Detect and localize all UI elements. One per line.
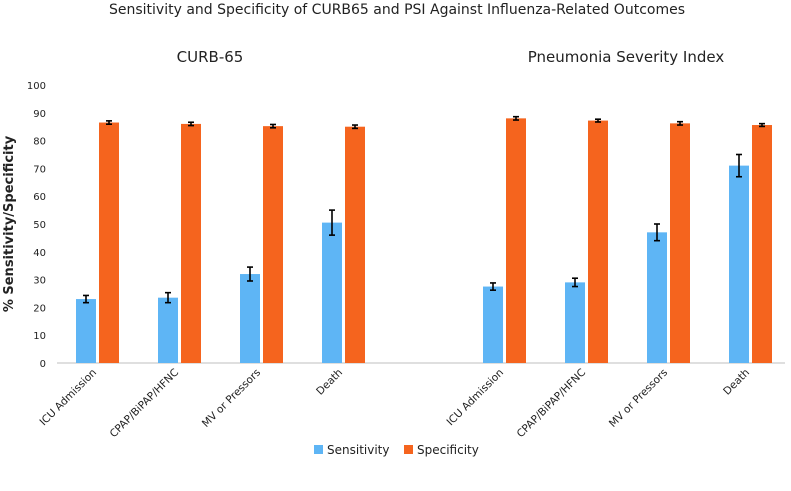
bar-sensitivity (483, 286, 503, 363)
group-title-psi: Pneumonia Severity Index (528, 48, 725, 66)
bar-specificity (181, 123, 201, 363)
x-tick-label: ICU Admission (37, 367, 99, 429)
y-tick-label: 10 (33, 331, 46, 342)
y-tick-label: 100 (27, 81, 46, 92)
bar-specificity (263, 126, 283, 363)
y-tick-label: 70 (33, 164, 46, 175)
bar-sensitivity (158, 297, 178, 363)
bar-specificity (99, 122, 119, 363)
legend: Sensitivity Specificity (314, 443, 479, 457)
x-tick-label: ICU Admission (444, 367, 506, 429)
x-tick-label: Death (314, 367, 345, 398)
x-tick-label: MV or Pressors (607, 367, 670, 430)
bar-sensitivity (240, 274, 260, 363)
y-tick-label: 90 (33, 109, 46, 120)
x-tick-label: CPAP/BiPAP/HFNC (108, 367, 182, 441)
bar-sensitivity (565, 282, 585, 363)
x-tick-labels: ICU Admission CPAP/BiPAP/HFNC MV or Presso… (37, 367, 752, 441)
bars-group (76, 115, 772, 363)
x-tick-label: CPAP/BiPAP/HFNC (515, 367, 589, 441)
group-title-curb65: CURB-65 (177, 48, 244, 66)
legend-swatch-sensitivity (314, 445, 323, 454)
y-axis-label: % Sensitivity/Specificity (2, 135, 17, 312)
bar-specificity (588, 120, 608, 363)
y-tick-label: 60 (33, 192, 46, 203)
bar-sensitivity (76, 299, 96, 363)
bar-sensitivity (729, 165, 749, 363)
y-tick-label: 30 (33, 276, 46, 287)
bar-specificity (752, 125, 772, 363)
y-tick-label: 20 (33, 303, 46, 314)
x-tick-label: Death (721, 367, 752, 398)
y-tick-label: 40 (33, 248, 46, 259)
y-tick-label: 0 (40, 359, 46, 370)
x-tick-label: MV or Pressors (200, 367, 263, 430)
bar-sensitivity (647, 232, 667, 363)
bar-specificity (345, 126, 365, 363)
legend-swatch-specificity (404, 445, 413, 454)
y-tick-label: 80 (33, 137, 46, 148)
y-tick-label: 50 (33, 220, 46, 231)
bar-sensitivity (322, 222, 342, 363)
bar-specificity (670, 123, 690, 363)
chart-title: Sensitivity and Specificity of CURB65 an… (109, 2, 685, 18)
bar-specificity (506, 118, 526, 363)
legend-label-sensitivity: Sensitivity (327, 443, 389, 457)
legend-label-specificity: Specificity (417, 443, 479, 457)
